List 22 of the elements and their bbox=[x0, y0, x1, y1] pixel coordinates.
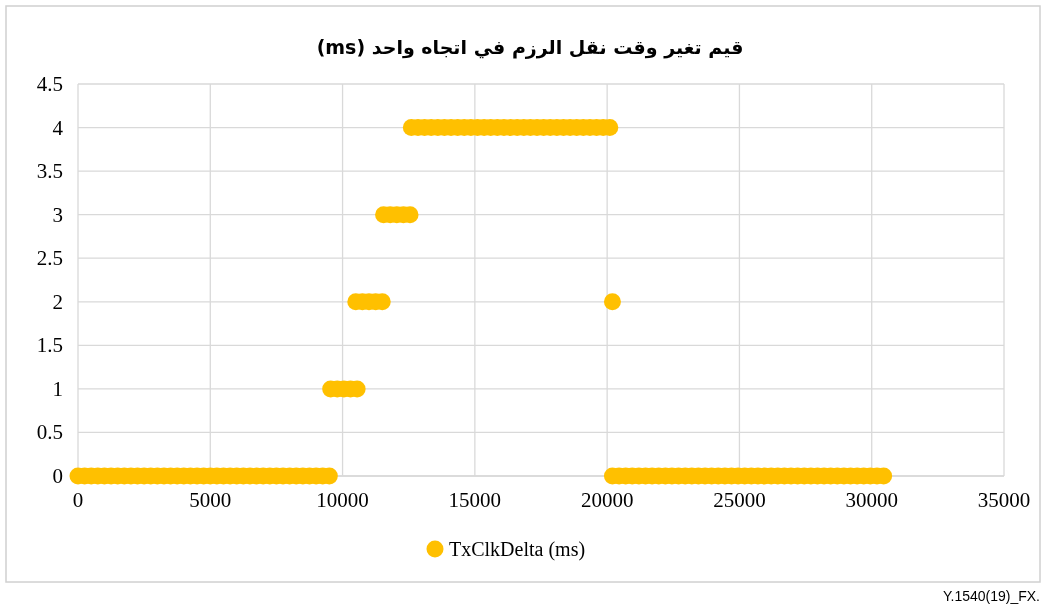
y-tick-label: 4 bbox=[52, 115, 64, 140]
y-tick-label: 3 bbox=[52, 202, 63, 227]
x-tick-label: 20000 bbox=[580, 488, 634, 512]
y-tick-label: 1 bbox=[52, 376, 63, 401]
y-tick-label: 2.5 bbox=[36, 246, 63, 271]
chart-title: قيم تغير وقت نقل الرزم في اتجاه واحد (ms) bbox=[316, 36, 744, 59]
y-tick-label: 3.5 bbox=[36, 159, 63, 184]
text: Y.1540(19)_FX. bbox=[942, 588, 1040, 604]
y-tick-label: 4.5 bbox=[36, 72, 63, 96]
y-tick-label: 2 bbox=[52, 289, 63, 314]
legend: TxClkDelta (ms) bbox=[426, 538, 586, 560]
y-tick-label: 1.5 bbox=[36, 333, 63, 358]
x-tick-label: 5000 bbox=[189, 488, 232, 512]
x-tick-label: 10000 bbox=[316, 488, 369, 512]
x-tick-label: 0 bbox=[72, 488, 84, 512]
y-tick-label: 0 bbox=[52, 464, 63, 488]
legend-label: TxClkDelta (ms) bbox=[449, 538, 586, 561]
y-tick-label: 0.5 bbox=[36, 420, 63, 445]
x-tick-label: 15000 bbox=[448, 488, 502, 512]
x-tick-label: 35000 bbox=[977, 488, 1031, 512]
x-tick-label: 30000 bbox=[845, 488, 898, 512]
x-tick-label: 25000 bbox=[713, 488, 766, 512]
